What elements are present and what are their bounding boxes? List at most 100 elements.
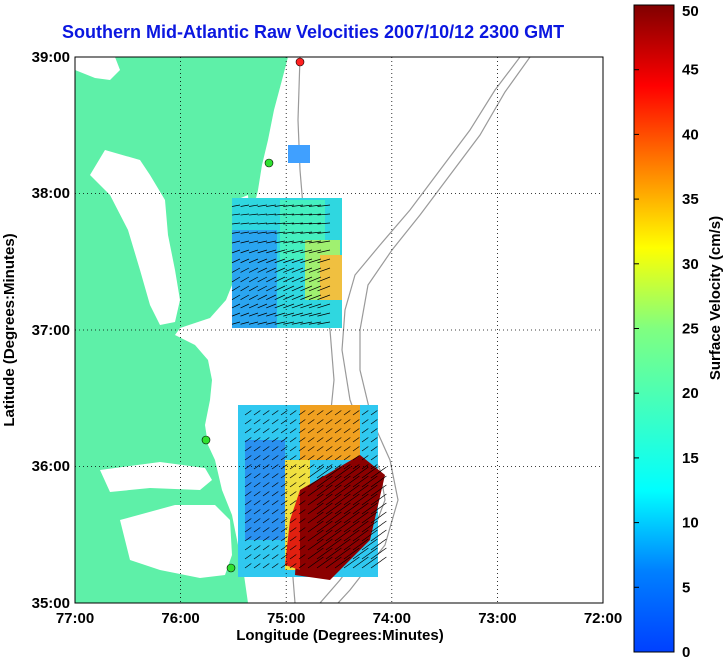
velocity-arrow (231, 249, 241, 254)
velocity-arrow (283, 240, 295, 244)
velocity-arrow (274, 231, 286, 234)
velocity-arrow (240, 303, 250, 309)
velocity-arrow (266, 276, 277, 283)
velocity-arrow (257, 303, 268, 309)
velocity-arrow (361, 475, 378, 488)
velocity-arrow (257, 213, 268, 216)
velocity-arrow (280, 545, 288, 551)
velocity-arrow (334, 520, 351, 533)
velocity-arrow (291, 312, 304, 317)
velocity-arrow (257, 321, 268, 325)
radar-station-marker (264, 158, 274, 168)
velocity-arrow (262, 536, 270, 542)
colorbar (633, 4, 675, 653)
velocity-arrow (289, 410, 297, 416)
velocity-arrow (361, 493, 378, 506)
velocity-arrow (307, 437, 315, 443)
velocity-arrow (283, 213, 295, 216)
velocity-arrow (271, 428, 279, 434)
velocity-arrow (289, 482, 297, 488)
velocity-arrow (308, 222, 322, 225)
velocity-arrow (308, 303, 322, 309)
velocity-arrow (280, 410, 288, 416)
velocity-arrow (325, 446, 333, 452)
velocity-arrow (291, 213, 304, 216)
velocity-arrow (361, 529, 378, 542)
velocity-arrow (300, 213, 313, 216)
velocity-arrow (298, 482, 306, 488)
velocity-arrow (280, 491, 288, 497)
albemarle-sound (100, 462, 212, 492)
velocity-arrow (257, 240, 268, 244)
velocity-arrow (316, 547, 333, 560)
velocity-arrow (300, 267, 313, 273)
velocity-arrow (352, 493, 369, 506)
velocity-arrow (253, 545, 261, 551)
velocity-arrow (343, 538, 360, 551)
velocity-arrow (298, 500, 306, 506)
velocity-arrow (317, 321, 331, 325)
velocity-arrow (298, 473, 306, 479)
velocity-arrow (352, 475, 369, 488)
velocity-arrow (307, 493, 324, 506)
velocity-arrow (316, 428, 324, 434)
velocity-arrow (317, 258, 331, 264)
velocity-arrow (317, 303, 331, 309)
velocity-arrow (291, 231, 304, 234)
velocity-arrow (280, 563, 288, 569)
velocity-arrow (370, 428, 378, 434)
velocity-arrow (266, 285, 277, 292)
x-tick-label: 77:00 (56, 610, 94, 627)
velocity-arrow (307, 511, 324, 524)
velocity-arrow (280, 527, 288, 533)
velocity-arrow (334, 419, 342, 425)
velocity-arrow (300, 231, 313, 234)
velocity-arrow (271, 563, 279, 569)
velocity-arrow (271, 482, 279, 488)
velocity-arrow (262, 455, 270, 461)
velocity-arrow (298, 455, 306, 461)
velocity-arrow (361, 502, 378, 515)
velocity-arrow (308, 312, 322, 317)
velocity-arrow (240, 213, 250, 216)
velocity-arrow (244, 563, 252, 569)
velocity-arrow (361, 455, 369, 461)
velocity-arrow (262, 500, 270, 506)
velocity-arrow (325, 520, 342, 533)
velocity-arrow (240, 258, 250, 264)
velocity-arrow (361, 437, 369, 443)
velocity-arrow (307, 466, 324, 479)
velocity-arrow (370, 547, 387, 560)
velocity-arrow (240, 231, 250, 234)
velocity-arrow (266, 231, 277, 234)
velocity-arrow (240, 267, 250, 273)
velocity-arrow (231, 303, 241, 309)
velocity-arrow (289, 464, 297, 470)
velocity-arrow (317, 294, 331, 300)
velocity-arrow (271, 536, 279, 542)
velocity-arrow (298, 518, 306, 524)
velocity-arrow (316, 502, 333, 515)
velocity-arrow (317, 267, 331, 273)
velocity-arrow (308, 249, 322, 254)
velocity-arrow (334, 556, 351, 569)
velocity-arrow (343, 529, 360, 542)
velocity-arrow (370, 446, 378, 452)
velocity-arrow (274, 240, 286, 244)
velocity-arrow (370, 484, 387, 497)
velocity-arrow (361, 547, 378, 560)
velocity-arrow (300, 294, 313, 300)
velocity-arrow (300, 303, 313, 309)
velocity-arrow (266, 258, 277, 264)
velocity-arrow (262, 509, 270, 515)
velocity-arrow (291, 294, 304, 300)
velocity-arrow (307, 538, 324, 551)
velocity-arrow (325, 538, 342, 551)
velocity-arrow (317, 285, 331, 292)
velocity-arrow (289, 491, 297, 497)
velocity-arrow (343, 446, 351, 452)
colorbar-tick-label: 50 (682, 3, 699, 20)
y-tick-label: 35:00 (32, 595, 70, 612)
velocity-arrow (262, 491, 270, 497)
